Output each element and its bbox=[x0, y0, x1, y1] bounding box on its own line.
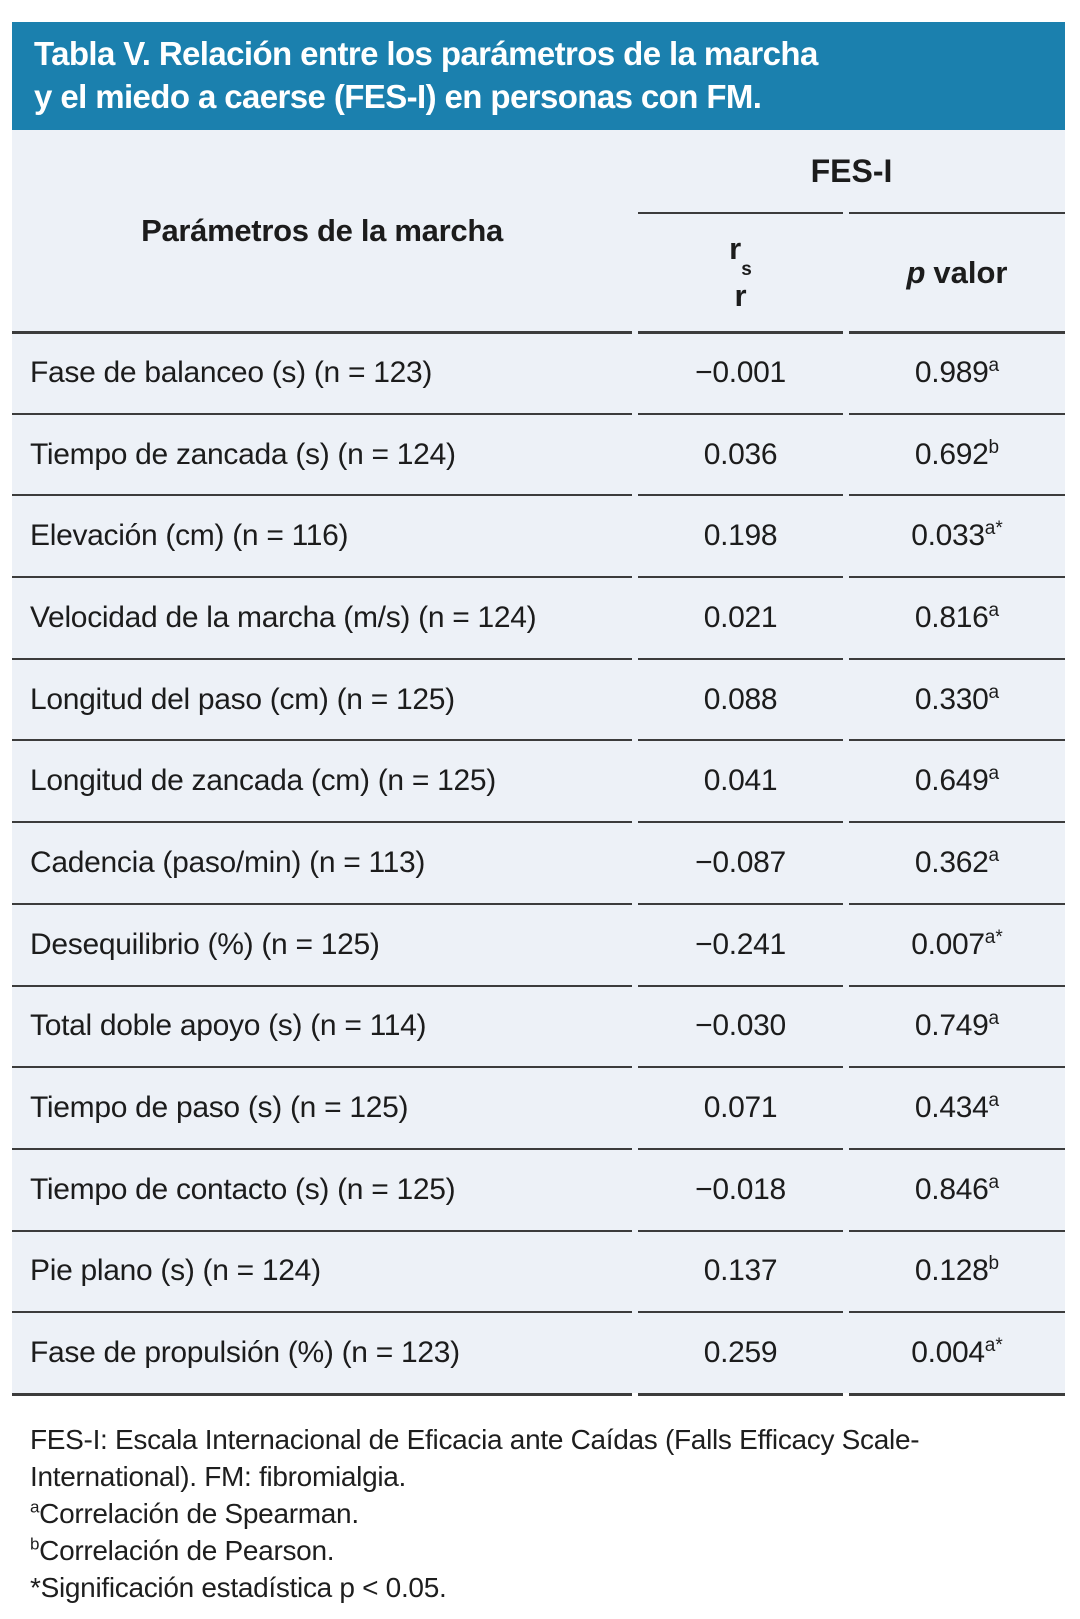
p-value-cell: 0.816a bbox=[849, 576, 1065, 658]
r-value-cell: −0.001 bbox=[638, 331, 843, 413]
table-row: Cadencia (paso/min) (n = 113) −0.087 0.3… bbox=[12, 821, 1065, 903]
r-value-cell: 0.041 bbox=[638, 739, 843, 821]
p-superscript: a bbox=[988, 1171, 1000, 1193]
r-value-cell: 0.137 bbox=[638, 1229, 843, 1312]
p-superscript: a bbox=[988, 1090, 1000, 1112]
p-value-cell: 0.330a bbox=[849, 657, 1065, 740]
param-cell: Total doble apoyo (s) (n = 114) bbox=[12, 984, 632, 1067]
p-superscript: a bbox=[988, 599, 1000, 621]
table-row: Velocidad de la marcha (m/s) (n = 124) 0… bbox=[12, 576, 1065, 658]
r-value-cell: 0.198 bbox=[638, 494, 843, 576]
table-row: Fase de propulsión (%) (n = 123) 0.259 0… bbox=[12, 1311, 1065, 1393]
r-value-cell: 0.021 bbox=[638, 576, 843, 658]
p-superscript: a bbox=[988, 1008, 1000, 1030]
p-value-cell: 0.007a* bbox=[849, 902, 1065, 985]
param-cell: Elevación (cm) (n = 116) bbox=[12, 494, 632, 576]
p-superscript: b bbox=[988, 436, 1000, 458]
table-row: Pie plano (s) (n = 124) 0.137 0.128b bbox=[12, 1229, 1065, 1312]
p-superscript: a* bbox=[984, 1335, 1003, 1357]
r-value-cell: 0.088 bbox=[638, 657, 843, 740]
table-row: Desequilibrio (%) (n = 125) −0.241 0.007… bbox=[12, 902, 1065, 985]
spearman-r-symbol: rs bbox=[729, 231, 752, 280]
p-superscript: a bbox=[988, 681, 1000, 703]
table-title-bar: Tabla V. Relación entre los parámetros d… bbox=[12, 22, 1065, 130]
p-value-cell: 0.128b bbox=[849, 1229, 1065, 1312]
p-value-cell: 0.434a bbox=[849, 1066, 1065, 1148]
param-cell: Pie plano (s) (n = 124) bbox=[12, 1229, 632, 1312]
footnote-item: aCorrelación de Spearman. bbox=[30, 1497, 359, 1529]
param-column-header: Parámetros de la marcha bbox=[141, 212, 503, 248]
gait-parameters-table: Parámetros de la marcha FES-I rs r p valo… bbox=[12, 130, 1065, 1396]
param-cell: Tiempo de contacto (s) (n = 125) bbox=[12, 1147, 632, 1230]
param-cell: Fase de propulsión (%) (n = 123) bbox=[12, 1311, 632, 1393]
p-value-cell: 0.649a bbox=[849, 739, 1065, 821]
p-value-cell: 0.749a bbox=[849, 984, 1065, 1067]
p-value-cell: 0.989a bbox=[849, 331, 1065, 413]
param-cell: Tiempo de paso (s) (n = 125) bbox=[12, 1066, 632, 1148]
p-superscript: a bbox=[988, 844, 1000, 866]
p-value-cell: 0.004a* bbox=[849, 1311, 1065, 1393]
table-card: Tabla V. Relación entre los parámetros d… bbox=[12, 22, 1065, 1606]
r-value-cell: −0.018 bbox=[638, 1147, 843, 1230]
footnote-item: *Significación estadística p < 0.05. bbox=[30, 1571, 447, 1603]
p-superscript: b bbox=[988, 1253, 1000, 1275]
param-cell: Velocidad de la marcha (m/s) (n = 124) bbox=[12, 576, 632, 658]
r-value-cell: 0.036 bbox=[638, 412, 843, 495]
footnotes: FES-I: Escala Internacional de Eficacia … bbox=[30, 1421, 1040, 1606]
p-value-cell: 0.033a* bbox=[849, 494, 1065, 576]
table-header: Parámetros de la marcha FES-I rs r p valo… bbox=[12, 130, 1065, 331]
p-superscript: a* bbox=[984, 926, 1003, 948]
param-cell: Longitud de zancada (cm) (n = 125) bbox=[12, 739, 632, 821]
param-cell: Cadencia (paso/min) (n = 113) bbox=[12, 821, 632, 903]
p-value-subheader: p valor bbox=[849, 212, 1065, 331]
param-cell: Desequilibrio (%) (n = 125) bbox=[12, 902, 632, 985]
table-row: Tiempo de paso (s) (n = 125) 0.071 0.434… bbox=[12, 1066, 1065, 1148]
footnote-item: bCorrelación de Pearson. bbox=[30, 1534, 335, 1566]
r-subheader: rs r bbox=[638, 212, 843, 331]
p-superscript: a* bbox=[984, 518, 1003, 540]
table-row: Tiempo de zancada (s) (n = 124) 0.036 0.… bbox=[12, 412, 1065, 495]
r-value-cell: −0.030 bbox=[638, 984, 843, 1067]
table-title-line-2: y el miedo a caerse (FES-I) en personas … bbox=[34, 78, 762, 115]
fesi-group-header: FES-I bbox=[810, 152, 893, 189]
r-value-cell: 0.071 bbox=[638, 1066, 843, 1148]
r-value-cell: −0.241 bbox=[638, 902, 843, 985]
param-cell: Longitud del paso (cm) (n = 125) bbox=[12, 657, 632, 740]
r-value-cell: −0.087 bbox=[638, 821, 843, 903]
p-value-cell: 0.362a bbox=[849, 821, 1065, 903]
table-row: Total doble apoyo (s) (n = 114) −0.030 0… bbox=[12, 984, 1065, 1067]
table-row: Tiempo de contacto (s) (n = 125) −0.018 … bbox=[12, 1147, 1065, 1230]
table-title-line-1: Tabla V. Relación entre los parámetros d… bbox=[34, 35, 818, 72]
p-superscript: a bbox=[988, 763, 1000, 785]
p-superscript: a bbox=[988, 355, 1000, 377]
table-row: Elevación (cm) (n = 116) 0.198 0.033a* bbox=[12, 494, 1065, 576]
param-cell: Tiempo de zancada (s) (n = 124) bbox=[12, 412, 632, 495]
table-row: Longitud de zancada (cm) (n = 125) 0.041… bbox=[12, 739, 1065, 821]
r-value-cell: 0.259 bbox=[638, 1311, 843, 1393]
table-row: Fase de balanceo (s) (n = 123) −0.001 0.… bbox=[12, 331, 1065, 413]
pearson-r-symbol: r bbox=[734, 277, 747, 313]
param-cell: Fase de balanceo (s) (n = 123) bbox=[12, 331, 632, 413]
p-value-cell: 0.692b bbox=[849, 412, 1065, 495]
table-row: Longitud del paso (cm) (n = 125) 0.088 0… bbox=[12, 657, 1065, 740]
p-value-cell: 0.846a bbox=[849, 1147, 1065, 1230]
table-body: Fase de balanceo (s) (n = 123) −0.001 0.… bbox=[12, 331, 1065, 1396]
footnote-item: FES-I: Escala Internacional de Eficacia … bbox=[30, 1423, 920, 1492]
